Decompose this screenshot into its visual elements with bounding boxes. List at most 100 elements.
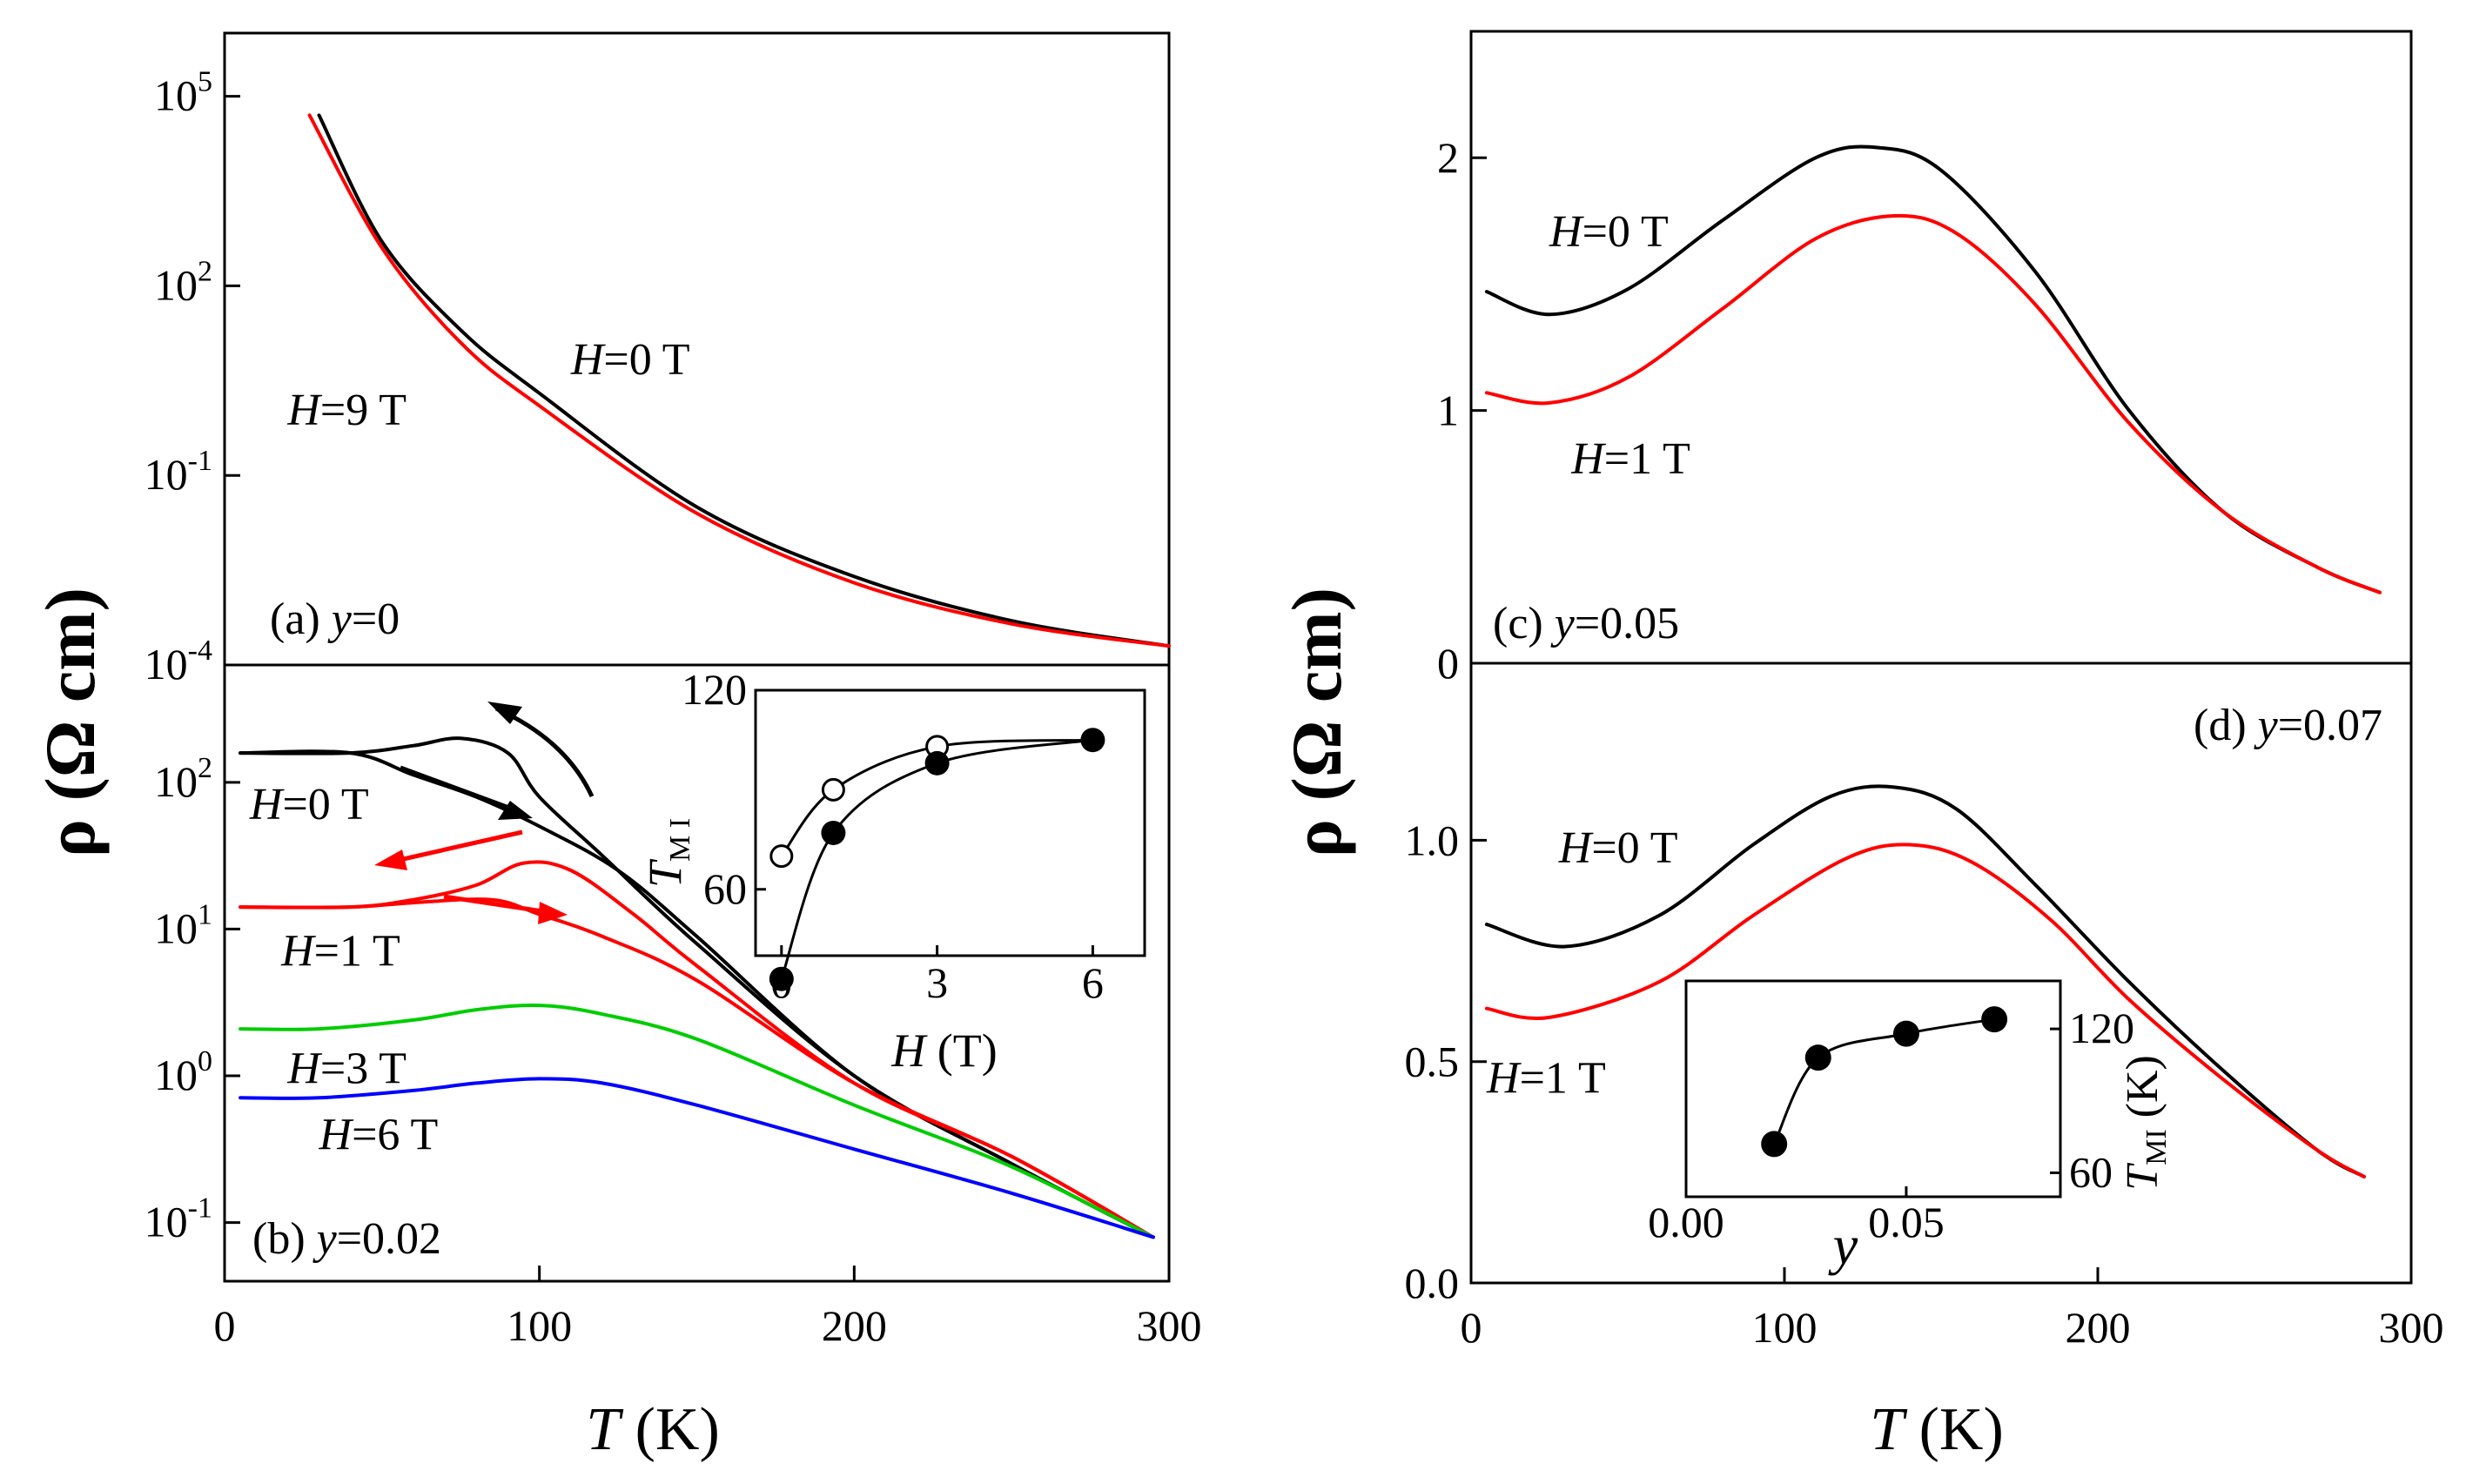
inset-b-plot xyxy=(769,728,1105,991)
panel-d: 0.0 0.5 1.0 0 100 200 300 H=0 T H=1 T (d) y=0.0… xyxy=(1405,661,2444,1352)
x-tick-label: 0 xyxy=(1461,1303,1482,1352)
series-curve xyxy=(317,113,1171,648)
curve-annotation: H=0 T xyxy=(570,335,690,385)
series-curve xyxy=(1485,213,2382,594)
y-tick-label: 102 xyxy=(154,255,212,309)
panel-b-frame xyxy=(223,663,1171,1283)
panel-c: 0 1 2 H=0 T H=1 T (c) y=0.05 xyxy=(1437,30,2413,688)
panel-b-label: (b) y=0.02 xyxy=(252,1214,441,1264)
y-tick-label: 1 xyxy=(1437,386,1459,435)
curve-annotation: H=0 T xyxy=(1558,823,1678,873)
x-tick-label: 100 xyxy=(507,1301,572,1350)
curve-annotation: H=0 T xyxy=(1549,207,1669,257)
panel-b-ticks: 10-1 100 101 102 0 100 200 300 xyxy=(144,752,1202,1350)
series-curve xyxy=(1485,784,2366,1178)
inset-point-filled xyxy=(769,966,794,991)
curve-annotation: H=1 T xyxy=(280,927,400,977)
warming-arrow-h0 xyxy=(400,765,514,812)
y-tick-label: 101 xyxy=(154,898,212,952)
cooling-arrowhead-h0 xyxy=(487,702,522,724)
y-tick-label: 10-4 xyxy=(144,635,212,688)
inset-point-filled xyxy=(1804,1044,1831,1071)
warming-arrowhead-h1 xyxy=(538,902,568,924)
inset-x-tick-label: 3 xyxy=(926,958,948,1007)
inset-b-ticks: 03660120 xyxy=(682,665,1104,1007)
inset-point-filled xyxy=(1981,1006,2008,1033)
series-curve xyxy=(239,897,1155,1239)
inset-x-tick-label: 6 xyxy=(1082,958,1104,1007)
inset-d-ticks: 0.00 0.05 60 120 xyxy=(1648,1004,2134,1246)
inset-b-ylabel: TM I xyxy=(639,818,696,888)
series-curve xyxy=(239,1003,1155,1239)
left-ylabel: ρ (Ω cm) xyxy=(30,588,110,857)
panel-b: 10-1 100 101 102 0 100 200 300 H=0 T H=1 T H=3 T H… xyxy=(144,663,1202,1350)
y-tick-label: 105 xyxy=(154,66,212,120)
panel-b-inset: 03660120 H (T) TM I xyxy=(639,665,1146,1077)
x-tick-label: 0 xyxy=(214,1301,236,1350)
panel-a-frame xyxy=(223,31,1171,667)
inset-b-xlabel: H (T) xyxy=(890,1024,997,1077)
panel-c-curves xyxy=(1485,144,2382,594)
x-tick-label: 300 xyxy=(2379,1303,2444,1352)
panel-d-ticks: 0.0 0.5 1.0 0 100 200 300 xyxy=(1405,816,2444,1352)
inset-b-frame xyxy=(754,688,1146,957)
y-tick-label: 100 xyxy=(154,1045,212,1099)
panel-c-y-ticks: 0 1 2 xyxy=(1437,133,1487,688)
series-curve xyxy=(1485,843,2366,1178)
series-curve xyxy=(239,749,1155,1239)
curve-annotation: H=1 T xyxy=(1486,1053,1606,1103)
inset-x-tick-label: 0.00 xyxy=(1648,1198,1724,1246)
y-tick-label: 10-1 xyxy=(144,1192,212,1246)
inset-y-tick-label: 60 xyxy=(703,864,747,913)
right-ylabel: ρ (Ω cm) xyxy=(1277,588,1356,857)
panel-c-frame xyxy=(1469,30,2413,665)
series-curve xyxy=(239,736,1155,1239)
inset-fit-line xyxy=(780,738,1093,857)
panel-c-label: (c) y=0.05 xyxy=(1493,599,1679,648)
inset-point-filled xyxy=(1080,728,1105,753)
x-tick-label: 300 xyxy=(1137,1301,1202,1350)
panel-d-inset: 0.00 0.05 60 120 y TMI (K) xyxy=(1648,979,2173,1276)
panel-d-frame xyxy=(1469,661,2413,1285)
panel-a: 10-4 10-1 102 105 H=0 T H=9 T (a) y=0 xyxy=(144,31,1171,688)
y-tick-label: 2 xyxy=(1437,133,1459,182)
y-tick-label: 1.0 xyxy=(1405,816,1460,864)
curve-annotation: H=9 T xyxy=(286,386,407,435)
inset-point-filled xyxy=(1761,1131,1788,1158)
inset-point-filled xyxy=(1892,1020,1919,1047)
warming-arrowhead-h0 xyxy=(498,801,533,820)
inset-y-tick-label: 60 xyxy=(2069,1147,2113,1196)
series-curve xyxy=(307,113,1171,648)
panel-d-label: (d) y=0.07 xyxy=(2194,701,2382,750)
panel-a-y-ticks: 10-4 10-1 102 105 xyxy=(144,66,240,688)
curve-annotation: H=0 T xyxy=(249,780,369,829)
inset-fit-line xyxy=(1772,1017,1995,1145)
panel-b-curves xyxy=(239,736,1155,1239)
panel-a-annotations: H=0 T H=9 T xyxy=(286,335,689,435)
curve-annotation: H=1 T xyxy=(1570,434,1690,484)
panel-c-annotations: H=0 T H=1 T xyxy=(1549,207,1690,484)
x-tick-label: 200 xyxy=(822,1301,887,1350)
curve-annotation: H=3 T xyxy=(286,1044,407,1093)
panel-d-curves xyxy=(1485,784,2366,1178)
inset-d-xlabel: y xyxy=(1828,1214,1858,1276)
y-tick-label: 0 xyxy=(1437,639,1459,688)
panel-b-arrows xyxy=(374,702,595,924)
warming-arrow-h1 xyxy=(443,894,549,915)
panel-d-annotations: H=0 T H=1 T xyxy=(1486,823,1678,1103)
y-tick-label: 102 xyxy=(154,752,212,806)
left-xlabel: T (K) xyxy=(586,1396,720,1463)
series-curve xyxy=(239,1077,1155,1239)
y-tick-label: 0.5 xyxy=(1405,1037,1460,1086)
x-tick-label: 100 xyxy=(1752,1303,1818,1352)
right-xlabel: T (K) xyxy=(1870,1396,2004,1463)
cooling-arrow-h1 xyxy=(391,829,523,864)
inset-y-tick-label: 120 xyxy=(2069,1004,2134,1052)
panel-b-annotations: H=0 T H=1 T H=3 T H=6 T xyxy=(249,780,438,1159)
inset-y-tick-label: 120 xyxy=(682,665,747,714)
inset-fit-line xyxy=(780,738,1093,980)
inset-point-filled xyxy=(924,750,950,776)
inset-point-filled xyxy=(821,820,846,845)
inset-point-open xyxy=(769,844,794,869)
